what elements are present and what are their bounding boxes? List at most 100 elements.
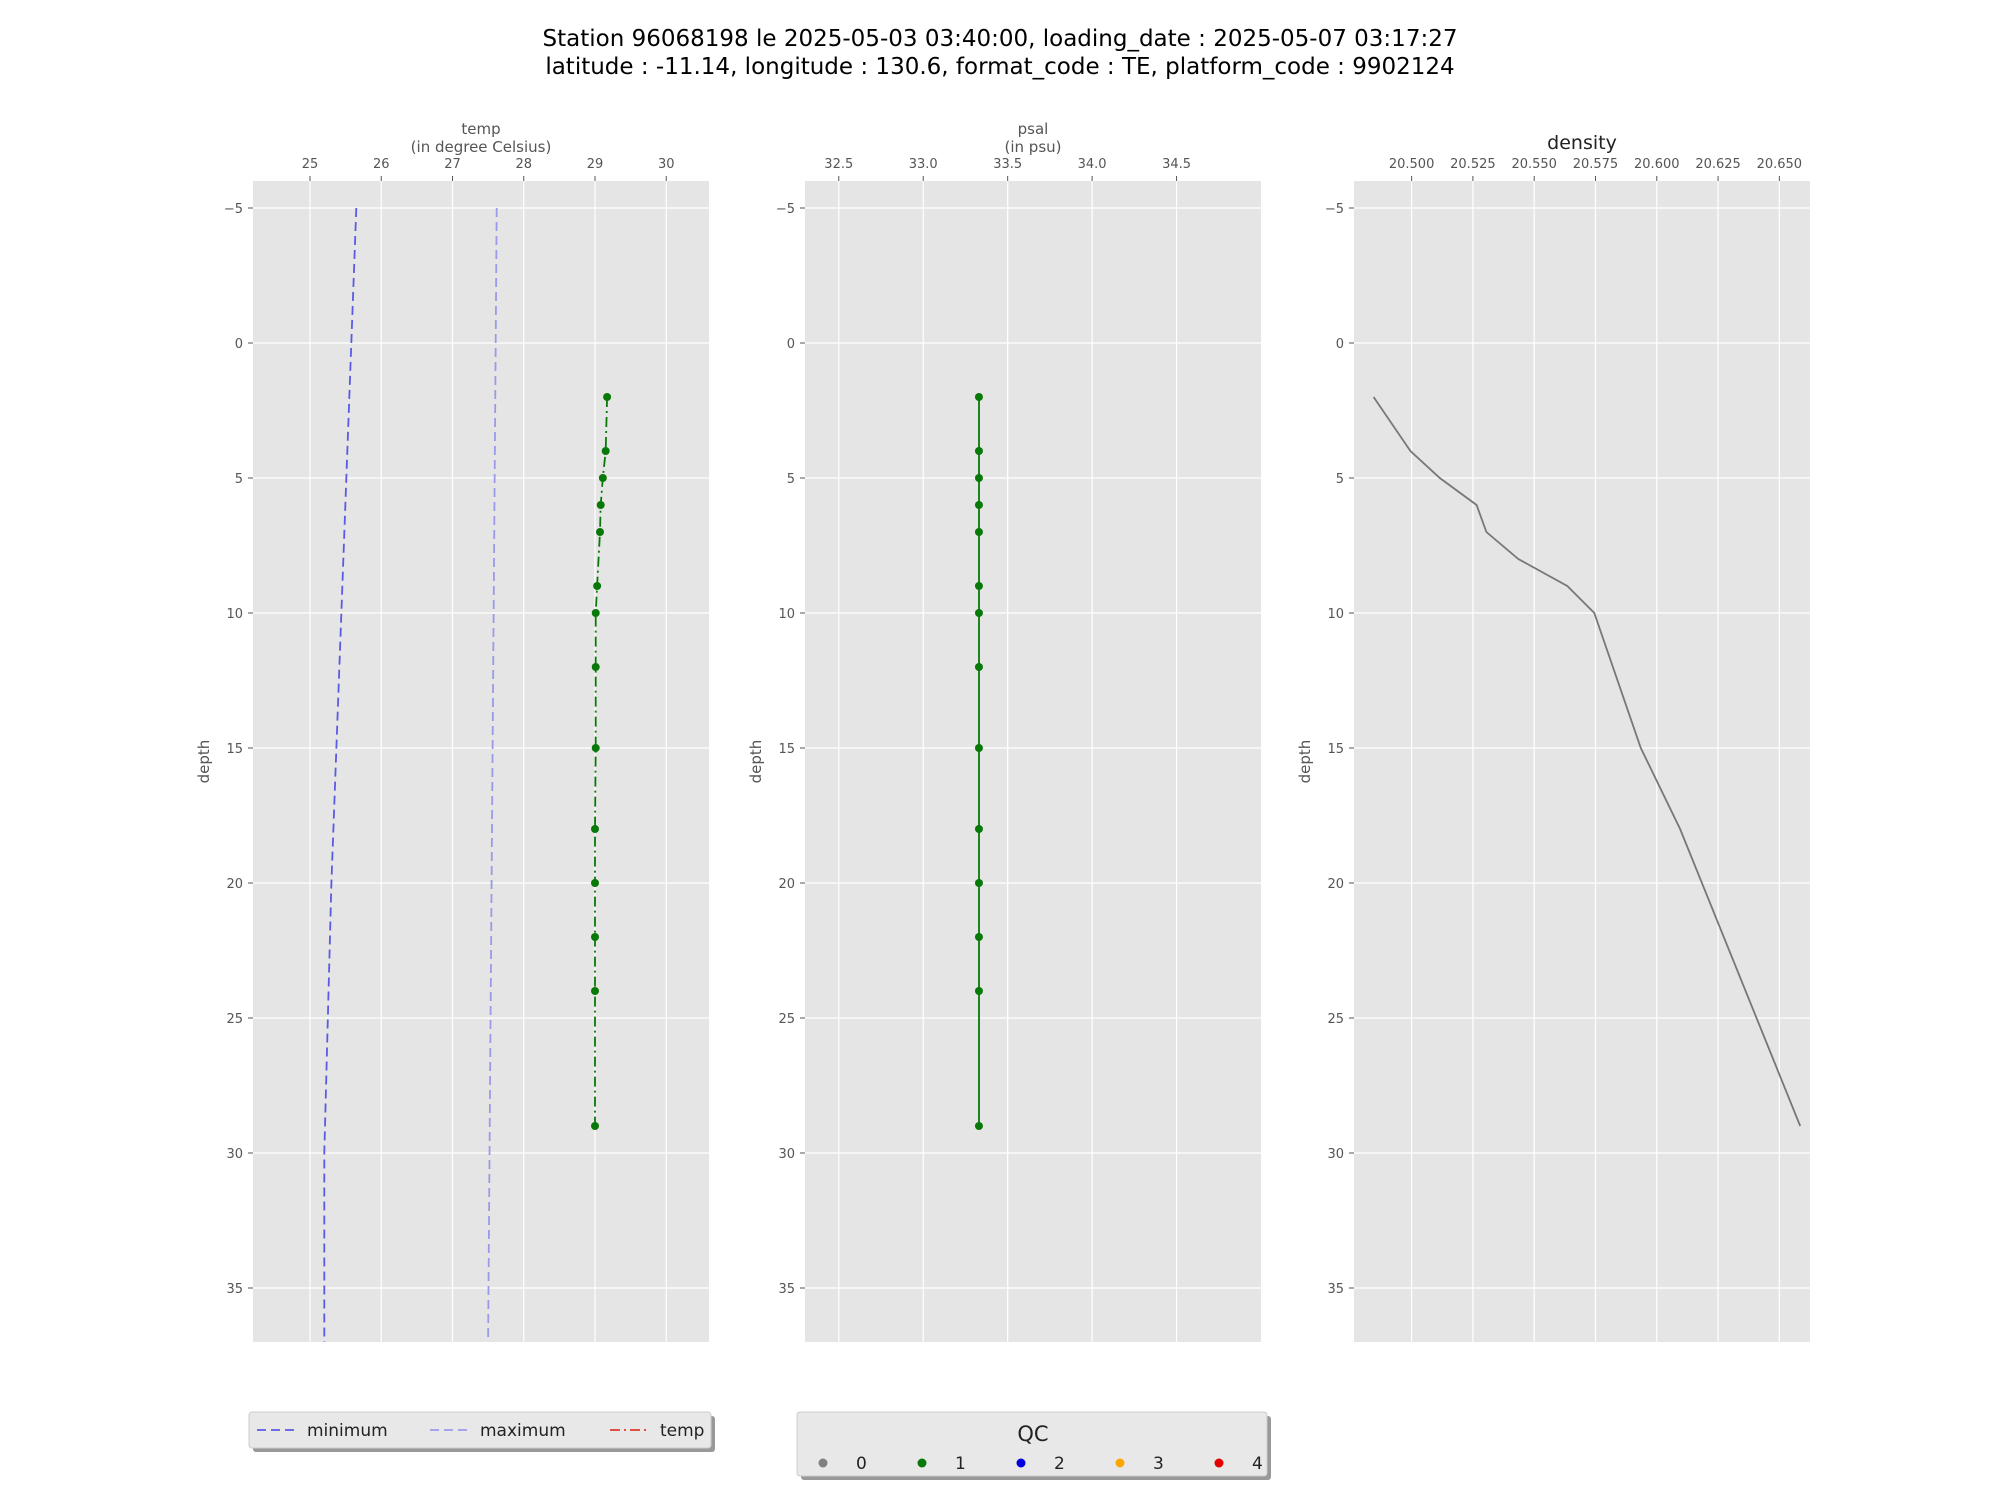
y-tick-label: 15 <box>1327 742 1344 757</box>
x-axis-unit: (in psu) <box>1005 138 1062 156</box>
panel-density: 20.500 20.525 20.550 20.575 20.600 20.625 20.6… <box>1296 132 1810 1342</box>
legend-label-maximum: maximum <box>480 1421 566 1441</box>
legend-label-minimum: minimum <box>307 1421 388 1441</box>
qc-marker-2 <box>1016 1458 1026 1468</box>
x-axis-label: psal <box>1018 120 1049 138</box>
y-axis-label: depth <box>1296 740 1314 784</box>
series-line-minimum <box>323 207 358 1342</box>
x-tick-label: 20.550 <box>1511 157 1557 172</box>
x-tick-label: 26 <box>373 157 390 172</box>
qc-marker-0 <box>818 1458 828 1468</box>
data-point-psal <box>974 609 983 617</box>
y-tick-label: 35 <box>226 1282 243 1297</box>
qc-marker-4 <box>1214 1458 1224 1468</box>
y-tick-label: 35 <box>778 1282 795 1297</box>
panel-background <box>805 181 1261 1342</box>
x-axis-label: temp <box>461 120 500 138</box>
y-tick-label: 5 <box>1336 472 1344 487</box>
data-point-temp <box>591 825 599 833</box>
x-tick-label: 29 <box>587 157 604 172</box>
y-tick-label: −5 <box>776 202 795 217</box>
x-tick-label: 27 <box>444 157 461 172</box>
data-point-temp <box>596 501 605 509</box>
x-tick-label: 25 <box>302 157 319 172</box>
data-point-psal <box>974 528 983 536</box>
figure-title-line2: latitude : -11.14, longitude : 130.6, fo… <box>545 54 1455 80</box>
y-tick-label: 0 <box>235 337 243 352</box>
x-tick-label: 33.5 <box>993 157 1022 172</box>
panel-psal: 32.5 33.0 33.5 34.0 34.5 −5 0 5 10 15 20 25 30 35 psal… <box>747 120 1261 1342</box>
data-point-psal <box>974 879 983 887</box>
qc-marker-1 <box>917 1458 927 1468</box>
data-point-psal <box>974 825 983 833</box>
x-tick-label: 20.525 <box>1450 157 1496 172</box>
data-point-psal <box>974 501 983 509</box>
y-tick-label: 0 <box>1336 337 1344 352</box>
qc-label-4: 4 <box>1252 1454 1263 1474</box>
data-point-psal <box>974 393 983 401</box>
y-tick-label: 25 <box>1327 1012 1344 1027</box>
x-tick-label: 20.600 <box>1634 157 1680 172</box>
y-tick-label: 30 <box>1327 1147 1344 1162</box>
data-point-temp <box>598 474 607 482</box>
x-tick-label: 34.5 <box>1162 157 1191 172</box>
data-point-psal <box>974 582 983 590</box>
data-point-temp <box>591 987 599 995</box>
y-tick-label: 0 <box>787 337 795 352</box>
series-line-density <box>1372 396 1802 1127</box>
x-tick-label: 30 <box>658 157 675 172</box>
x-axis-unit: (in degree Celsius) <box>411 138 552 156</box>
panel-temp: 25 26 27 28 29 30 −5 0 5 10 15 20 25 30 35 temp(in degr… <box>195 120 709 1343</box>
y-tick-label: 20 <box>778 877 795 892</box>
y-tick-label: 10 <box>778 607 795 622</box>
y-tick-label: −5 <box>224 202 243 217</box>
qc-label-2: 2 <box>1054 1454 1065 1474</box>
series-line-maximum <box>487 207 498 1343</box>
y-axis-label: depth <box>747 740 765 784</box>
y-tick-label: 30 <box>226 1147 243 1162</box>
data-point-psal <box>974 1122 983 1130</box>
y-tick-label: 20 <box>226 877 243 892</box>
series-line-temp <box>594 396 608 1126</box>
data-point-temp <box>591 663 600 671</box>
y-tick-label: 20 <box>1327 877 1344 892</box>
data-point-temp <box>595 528 604 536</box>
y-tick-label: 25 <box>778 1012 795 1027</box>
data-point-psal <box>974 744 983 752</box>
legend-box <box>796 1411 1268 1477</box>
x-tick-label: 32.5 <box>824 157 853 172</box>
y-tick-label: 10 <box>1327 607 1344 622</box>
y-tick-label: −5 <box>1325 202 1344 217</box>
data-point-psal <box>974 663 983 671</box>
panel-background <box>1354 181 1810 1342</box>
legend-title: QC <box>1017 1422 1048 1446</box>
x-tick-label: 20.500 <box>1389 157 1435 172</box>
data-point-temp <box>591 609 600 617</box>
qc-label-3: 3 <box>1153 1454 1164 1474</box>
figure-title-line1: Station 96068198 le 2025-05-03 03:40:00,… <box>542 26 1458 52</box>
qc-marker-3 <box>1115 1458 1125 1468</box>
y-tick-label: 5 <box>235 472 243 487</box>
legend-lines: minimum maximum temp <box>248 1411 715 1452</box>
data-point-psal <box>974 933 983 941</box>
legend-label-temp: temp <box>660 1421 704 1441</box>
y-tick-label: 25 <box>226 1012 243 1027</box>
data-point-temp <box>591 744 600 752</box>
data-point-psal <box>974 474 983 482</box>
data-point-temp <box>603 393 612 401</box>
panel-title: density <box>1547 132 1617 154</box>
data-point-temp <box>591 933 599 941</box>
y-tick-label: 5 <box>787 472 795 487</box>
data-point-psal <box>974 987 983 995</box>
x-tick-label: 20.650 <box>1757 157 1803 172</box>
y-tick-label: 15 <box>226 742 243 757</box>
legend-qc: QC 0 1 2 3 4 <box>796 1411 1271 1480</box>
x-tick-label: 20.625 <box>1695 157 1741 172</box>
x-tick-label: 28 <box>515 157 532 172</box>
data-point-psal <box>974 447 983 455</box>
x-tick-label: 34.0 <box>1078 157 1107 172</box>
data-point-temp <box>601 447 610 455</box>
y-tick-label: 15 <box>778 742 795 757</box>
